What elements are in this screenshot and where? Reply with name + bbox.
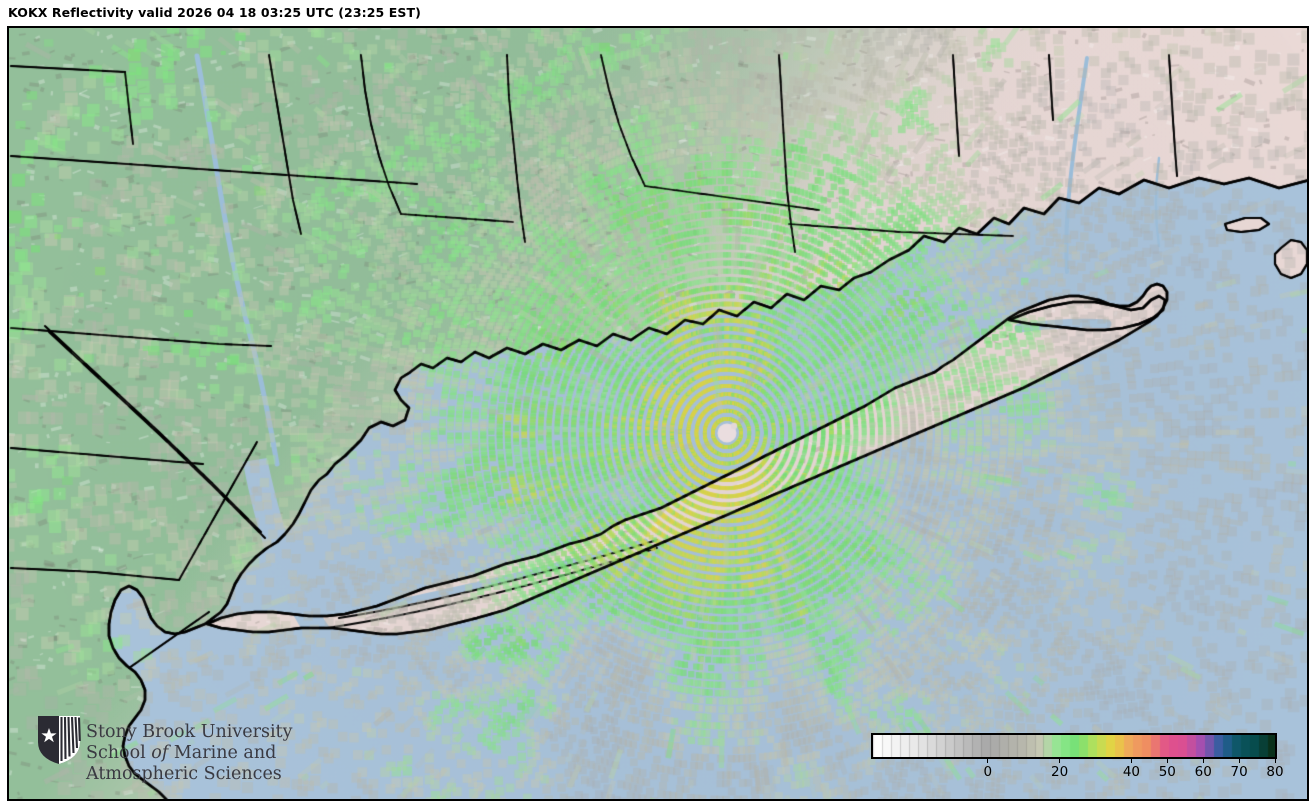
radar-map-frame[interactable] — [7, 26, 1309, 801]
colorbar-ticks: 0 20 40 50 60 70 80 — [871, 759, 1284, 789]
colorbar-tick — [1166, 759, 1168, 763]
colorbar-tick-label: 20 — [1051, 764, 1069, 780]
colorbar-tick — [987, 759, 989, 763]
colorbar-tick-label: 40 — [1122, 764, 1141, 780]
reflectivity-colorbar: 0 20 40 50 60 70 80 — [871, 733, 1284, 791]
colorbar-tick — [1274, 759, 1276, 763]
radar-map-canvas[interactable] — [9, 28, 1307, 799]
page-title: KOKX Reflectivity valid 2026 04 18 03:25… — [8, 5, 421, 20]
colorbar-tick — [1238, 759, 1240, 763]
colorbar-tick-label: 60 — [1194, 764, 1212, 780]
colorbar-tick-label: 80 — [1266, 764, 1284, 780]
colorbar-tick — [1202, 759, 1204, 763]
colorbar-tick — [1130, 759, 1132, 763]
colorbar-tick — [1059, 759, 1061, 763]
colorbar-tick-label: 50 — [1158, 764, 1176, 780]
colorbar-tick-label: 0 — [983, 764, 993, 780]
colorbar-canvas — [873, 735, 1275, 757]
colorbar-gradient — [871, 733, 1277, 759]
colorbar-tick-label: 70 — [1230, 764, 1248, 780]
